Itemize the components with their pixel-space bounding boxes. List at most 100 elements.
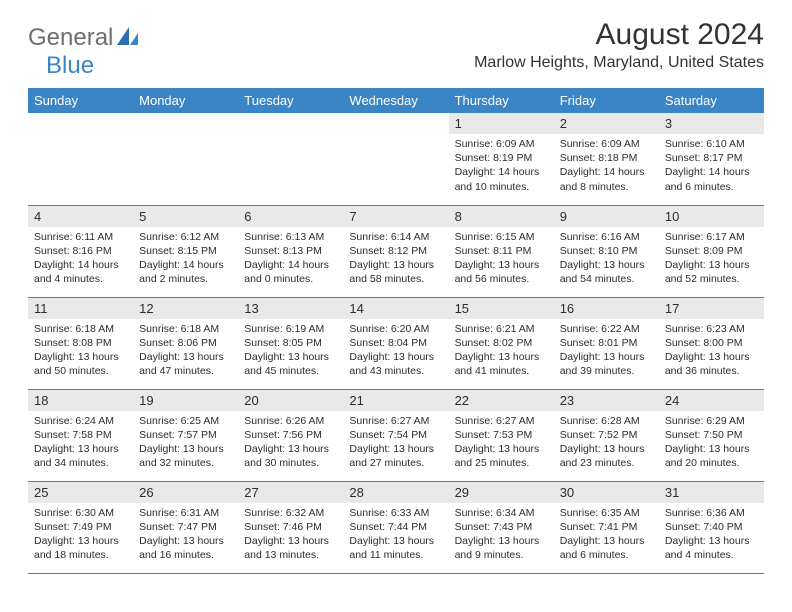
calendar-day-cell: 6Sunrise: 6:13 AMSunset: 8:13 PMDaylight… xyxy=(238,205,343,297)
day-info: Sunrise: 6:25 AMSunset: 7:57 PMDaylight:… xyxy=(133,411,238,475)
logo-text-general: General xyxy=(28,24,113,52)
calendar-day-cell: 4Sunrise: 6:11 AMSunset: 8:16 PMDaylight… xyxy=(28,205,133,297)
day-number: 19 xyxy=(133,390,238,411)
day-number: 20 xyxy=(238,390,343,411)
calendar-day-cell xyxy=(133,113,238,205)
calendar-day-cell: 29Sunrise: 6:34 AMSunset: 7:43 PMDayligh… xyxy=(449,481,554,573)
day-number: 17 xyxy=(659,298,764,319)
calendar-table: Sunday Monday Tuesday Wednesday Thursday… xyxy=(28,88,764,574)
calendar-week-row: 11Sunrise: 6:18 AMSunset: 8:08 PMDayligh… xyxy=(28,297,764,389)
calendar-day-cell: 27Sunrise: 6:32 AMSunset: 7:46 PMDayligh… xyxy=(238,481,343,573)
calendar-day-cell: 31Sunrise: 6:36 AMSunset: 7:40 PMDayligh… xyxy=(659,481,764,573)
day-info: Sunrise: 6:28 AMSunset: 7:52 PMDaylight:… xyxy=(554,411,659,475)
day-info: Sunrise: 6:35 AMSunset: 7:41 PMDaylight:… xyxy=(554,503,659,567)
day-number: 23 xyxy=(554,390,659,411)
calendar-day-cell: 7Sunrise: 6:14 AMSunset: 8:12 PMDaylight… xyxy=(343,205,448,297)
day-info: Sunrise: 6:16 AMSunset: 8:10 PMDaylight:… xyxy=(554,227,659,291)
day-number: 6 xyxy=(238,206,343,227)
day-number: 16 xyxy=(554,298,659,319)
day-info: Sunrise: 6:18 AMSunset: 8:08 PMDaylight:… xyxy=(28,319,133,383)
calendar-day-cell: 18Sunrise: 6:24 AMSunset: 7:58 PMDayligh… xyxy=(28,389,133,481)
day-number: 26 xyxy=(133,482,238,503)
weekday-header: Wednesday xyxy=(343,88,448,113)
day-number: 29 xyxy=(449,482,554,503)
day-info: Sunrise: 6:31 AMSunset: 7:47 PMDaylight:… xyxy=(133,503,238,567)
day-number: 3 xyxy=(659,113,764,134)
calendar-week-row: 1Sunrise: 6:09 AMSunset: 8:19 PMDaylight… xyxy=(28,113,764,205)
calendar-day-cell: 13Sunrise: 6:19 AMSunset: 8:05 PMDayligh… xyxy=(238,297,343,389)
logo-text-blue: Blue xyxy=(46,52,94,79)
day-number: 5 xyxy=(133,206,238,227)
day-info: Sunrise: 6:34 AMSunset: 7:43 PMDaylight:… xyxy=(449,503,554,567)
calendar-day-cell: 11Sunrise: 6:18 AMSunset: 8:08 PMDayligh… xyxy=(28,297,133,389)
day-info: Sunrise: 6:24 AMSunset: 7:58 PMDaylight:… xyxy=(28,411,133,475)
day-number: 10 xyxy=(659,206,764,227)
logo-sail-icon xyxy=(115,25,141,52)
month-title: August 2024 xyxy=(474,18,764,52)
day-number: 25 xyxy=(28,482,133,503)
calendar-page: General August 2024 Marlow Heights, Mary… xyxy=(0,0,792,574)
calendar-day-cell: 2Sunrise: 6:09 AMSunset: 8:18 PMDaylight… xyxy=(554,113,659,205)
day-info: Sunrise: 6:20 AMSunset: 8:04 PMDaylight:… xyxy=(343,319,448,383)
day-info: Sunrise: 6:09 AMSunset: 8:19 PMDaylight:… xyxy=(449,134,554,198)
day-number: 4 xyxy=(28,206,133,227)
calendar-day-cell xyxy=(28,113,133,205)
day-info: Sunrise: 6:30 AMSunset: 7:49 PMDaylight:… xyxy=(28,503,133,567)
weekday-header: Friday xyxy=(554,88,659,113)
calendar-day-cell: 12Sunrise: 6:18 AMSunset: 8:06 PMDayligh… xyxy=(133,297,238,389)
day-number: 18 xyxy=(28,390,133,411)
day-info: Sunrise: 6:12 AMSunset: 8:15 PMDaylight:… xyxy=(133,227,238,291)
calendar-day-cell: 28Sunrise: 6:33 AMSunset: 7:44 PMDayligh… xyxy=(343,481,448,573)
day-number: 28 xyxy=(343,482,448,503)
day-info: Sunrise: 6:27 AMSunset: 7:53 PMDaylight:… xyxy=(449,411,554,475)
day-number: 31 xyxy=(659,482,764,503)
day-info: Sunrise: 6:13 AMSunset: 8:13 PMDaylight:… xyxy=(238,227,343,291)
day-number: 22 xyxy=(449,390,554,411)
day-info: Sunrise: 6:22 AMSunset: 8:01 PMDaylight:… xyxy=(554,319,659,383)
calendar-day-cell: 20Sunrise: 6:26 AMSunset: 7:56 PMDayligh… xyxy=(238,389,343,481)
day-info: Sunrise: 6:33 AMSunset: 7:44 PMDaylight:… xyxy=(343,503,448,567)
day-info: Sunrise: 6:17 AMSunset: 8:09 PMDaylight:… xyxy=(659,227,764,291)
day-number: 21 xyxy=(343,390,448,411)
day-info: Sunrise: 6:09 AMSunset: 8:18 PMDaylight:… xyxy=(554,134,659,198)
day-number: 27 xyxy=(238,482,343,503)
day-info: Sunrise: 6:11 AMSunset: 8:16 PMDaylight:… xyxy=(28,227,133,291)
day-info: Sunrise: 6:27 AMSunset: 7:54 PMDaylight:… xyxy=(343,411,448,475)
day-info: Sunrise: 6:10 AMSunset: 8:17 PMDaylight:… xyxy=(659,134,764,198)
calendar-day-cell: 25Sunrise: 6:30 AMSunset: 7:49 PMDayligh… xyxy=(28,481,133,573)
day-number: 7 xyxy=(343,206,448,227)
logo: General xyxy=(28,24,141,52)
calendar-day-cell xyxy=(238,113,343,205)
weekday-header-row: Sunday Monday Tuesday Wednesday Thursday… xyxy=(28,88,764,113)
calendar-day-cell: 9Sunrise: 6:16 AMSunset: 8:10 PMDaylight… xyxy=(554,205,659,297)
weekday-header: Sunday xyxy=(28,88,133,113)
calendar-day-cell: 26Sunrise: 6:31 AMSunset: 7:47 PMDayligh… xyxy=(133,481,238,573)
calendar-day-cell: 21Sunrise: 6:27 AMSunset: 7:54 PMDayligh… xyxy=(343,389,448,481)
calendar-day-cell: 30Sunrise: 6:35 AMSunset: 7:41 PMDayligh… xyxy=(554,481,659,573)
day-number: 1 xyxy=(449,113,554,134)
calendar-day-cell: 19Sunrise: 6:25 AMSunset: 7:57 PMDayligh… xyxy=(133,389,238,481)
day-number: 12 xyxy=(133,298,238,319)
calendar-day-cell: 14Sunrise: 6:20 AMSunset: 8:04 PMDayligh… xyxy=(343,297,448,389)
calendar-day-cell: 3Sunrise: 6:10 AMSunset: 8:17 PMDaylight… xyxy=(659,113,764,205)
calendar-day-cell: 8Sunrise: 6:15 AMSunset: 8:11 PMDaylight… xyxy=(449,205,554,297)
calendar-day-cell: 15Sunrise: 6:21 AMSunset: 8:02 PMDayligh… xyxy=(449,297,554,389)
calendar-day-cell: 1Sunrise: 6:09 AMSunset: 8:19 PMDaylight… xyxy=(449,113,554,205)
day-info: Sunrise: 6:23 AMSunset: 8:00 PMDaylight:… xyxy=(659,319,764,383)
day-info: Sunrise: 6:36 AMSunset: 7:40 PMDaylight:… xyxy=(659,503,764,567)
day-info: Sunrise: 6:29 AMSunset: 7:50 PMDaylight:… xyxy=(659,411,764,475)
day-number: 8 xyxy=(449,206,554,227)
day-info: Sunrise: 6:26 AMSunset: 7:56 PMDaylight:… xyxy=(238,411,343,475)
calendar-day-cell: 23Sunrise: 6:28 AMSunset: 7:52 PMDayligh… xyxy=(554,389,659,481)
calendar-day-cell: 24Sunrise: 6:29 AMSunset: 7:50 PMDayligh… xyxy=(659,389,764,481)
calendar-week-row: 4Sunrise: 6:11 AMSunset: 8:16 PMDaylight… xyxy=(28,205,764,297)
calendar-day-cell: 10Sunrise: 6:17 AMSunset: 8:09 PMDayligh… xyxy=(659,205,764,297)
day-number: 13 xyxy=(238,298,343,319)
calendar-day-cell: 16Sunrise: 6:22 AMSunset: 8:01 PMDayligh… xyxy=(554,297,659,389)
day-info: Sunrise: 6:14 AMSunset: 8:12 PMDaylight:… xyxy=(343,227,448,291)
weekday-header: Monday xyxy=(133,88,238,113)
day-number: 2 xyxy=(554,113,659,134)
calendar-day-cell: 17Sunrise: 6:23 AMSunset: 8:00 PMDayligh… xyxy=(659,297,764,389)
weekday-header: Saturday xyxy=(659,88,764,113)
calendar-day-cell xyxy=(343,113,448,205)
